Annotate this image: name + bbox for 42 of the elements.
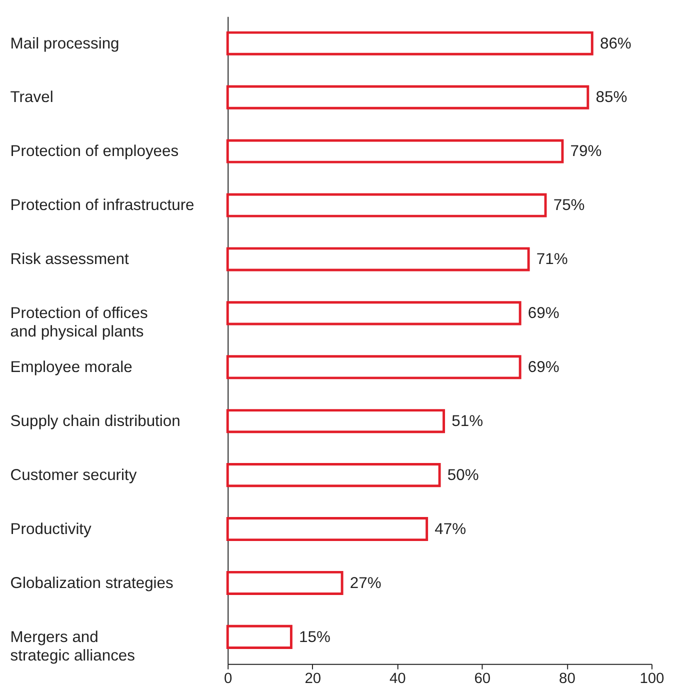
data-label: 69%	[528, 305, 560, 322]
y-tick-label: Mail processing	[10, 35, 120, 52]
data-label: 71%	[536, 251, 568, 268]
data-label: 79%	[570, 143, 602, 160]
data-label: 85%	[596, 89, 628, 106]
y-tick-label: Productivity	[10, 520, 92, 538]
y-tick-label: Customer security	[10, 466, 137, 484]
data-label: 50%	[447, 466, 479, 484]
bar	[226, 624, 292, 649]
bar	[226, 139, 564, 164]
y-tick-label: Protection of offices and physical plants	[10, 305, 148, 341]
data-label: 75%	[553, 197, 585, 214]
bar	[226, 31, 594, 56]
x-tick-label: 20	[304, 671, 322, 688]
data-label: 47%	[434, 520, 466, 538]
y-tick-label: Protection of employees	[10, 143, 179, 160]
data-label: 51%	[452, 413, 484, 430]
bar	[226, 517, 428, 542]
bar	[226, 193, 547, 218]
y-tick-label: Protection of infrastructure	[10, 197, 195, 214]
y-tick-label: Travel	[10, 89, 54, 106]
data-label: 69%	[528, 359, 560, 376]
y-tick-label: Mergers and strategic alliances	[10, 628, 136, 664]
bar	[226, 85, 590, 110]
bar	[226, 463, 441, 488]
data-label: 86%	[600, 35, 632, 52]
bar	[226, 247, 530, 272]
data-label: 27%	[350, 574, 382, 592]
bar	[226, 409, 446, 434]
x-tick-label: 60	[474, 671, 491, 688]
bar	[226, 570, 344, 596]
x-tick-label: 0	[224, 671, 232, 688]
y-tick-label: Supply chain distribution	[10, 413, 180, 430]
x-tick-label: 40	[389, 671, 406, 688]
x-tick-label: 100	[640, 671, 664, 688]
x-tick-label: 80	[559, 671, 576, 688]
bar	[226, 301, 522, 326]
y-tick-label: Globalization strategies	[10, 574, 174, 592]
y-tick-label: Employee morale	[10, 359, 133, 376]
data-label: 15%	[299, 628, 330, 646]
bar	[226, 355, 522, 380]
y-tick-label: Risk assessment	[10, 251, 130, 268]
